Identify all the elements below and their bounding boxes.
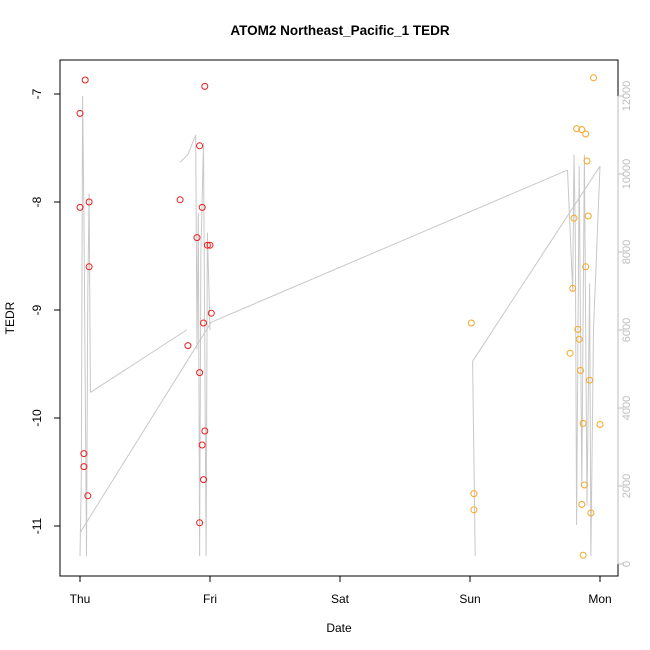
data-point-s0-15 — [206, 241, 214, 249]
altitude-line-segment-4 — [211, 169, 568, 323]
y-axis-right: 0 2000 4000 6000 8000 10000 12000 — [617, 81, 633, 567]
data-point-s1-9 — [577, 367, 584, 374]
data-point-s1-14 — [583, 157, 591, 165]
data-point-s0-13 — [201, 82, 209, 90]
data-point-s1-12 — [580, 481, 588, 489]
data-point-s0-9 — [184, 342, 192, 350]
data-point-s0-7 — [84, 492, 92, 500]
data-point-s1-1 — [470, 490, 478, 498]
data-point-s1-15 — [584, 212, 592, 220]
data-point-s0-18 — [196, 369, 204, 377]
data-point-s0-14 — [203, 241, 211, 249]
data-point-s1-7 — [574, 325, 582, 333]
data-point-s0-1 — [81, 76, 89, 84]
data-point-s0-3 — [76, 203, 84, 211]
data-point-s0-10 — [193, 234, 201, 242]
data-point-s1-4 — [569, 284, 577, 292]
altitude-line-segment-3 — [79, 321, 212, 534]
y-axis-left: -7 -8 -9 -10 -11 — [30, 88, 61, 534]
altitude-line-segment-5 — [472, 361, 476, 557]
x-tick-label: Mon — [588, 592, 611, 606]
data-point-s0-21 — [200, 476, 207, 484]
data-point-s0-19 — [198, 441, 206, 449]
y2-tick-label: 12000 — [621, 81, 633, 112]
data-point-s1-22 — [596, 421, 604, 428]
data-point-s0-0 — [76, 109, 84, 117]
data-point-s0-6 — [80, 463, 88, 471]
y-tick-label: -11 — [30, 517, 44, 534]
y-axis-title: TEDR — [3, 301, 17, 334]
data-point-s0-4 — [85, 263, 93, 271]
data-point-s0-20 — [201, 427, 209, 435]
x-tick-label: Sun — [459, 592, 480, 606]
altitude-line-segment-0 — [79, 95, 91, 557]
data-point-s1-6 — [573, 125, 581, 133]
data-point-s1-2 — [470, 506, 478, 514]
data-point-s1-11 — [579, 419, 587, 427]
x-axis: Thu Fri Sat Sun Mon — [70, 575, 612, 606]
data-point-s1-8 — [575, 335, 583, 343]
y2-tick-label: 0 — [621, 561, 633, 567]
chart-title: ATOM2 Northeast_Pacific_1 TEDR — [230, 23, 450, 38]
x-tick-label: Fri — [203, 592, 217, 606]
y-tick-label: -8 — [30, 196, 44, 207]
data-point-s1-20 — [582, 263, 590, 271]
data-point-s1-16 — [586, 376, 594, 384]
data-point-s0-22 — [196, 519, 204, 527]
data-point-s1-13 — [582, 130, 590, 138]
data-point-s1-5 — [570, 214, 578, 222]
x-axis-title: Date — [326, 621, 352, 635]
x-tick-label: Thu — [70, 592, 91, 606]
data-point-s0-16 — [200, 319, 207, 327]
data-point-s1-19 — [578, 500, 586, 508]
y-tick-label: -10 — [30, 409, 44, 427]
y2-tick-label: 2000 — [621, 474, 633, 498]
y2-tick-label: 10000 — [621, 159, 633, 190]
x-tick-label: Sat — [331, 592, 350, 606]
data-point-s0-17 — [207, 309, 215, 317]
altitude-line-layer — [79, 95, 601, 557]
y2-tick-label: 4000 — [621, 396, 633, 420]
data-point-s0-12 — [198, 203, 206, 211]
data-point-s1-3 — [566, 349, 574, 357]
data-point-s0-5 — [80, 450, 88, 458]
altitude-line-segment-2 — [179, 134, 211, 557]
data-points-layer — [76, 74, 604, 559]
data-point-s0-11 — [196, 142, 204, 150]
y-tick-label: -7 — [30, 88, 44, 99]
data-point-s1-18 — [590, 74, 597, 82]
data-point-s1-21 — [579, 551, 587, 559]
y-tick-label: -9 — [30, 304, 44, 315]
y2-tick-label: 6000 — [621, 318, 633, 342]
data-point-s1-0 — [467, 319, 475, 327]
data-point-s1-10 — [578, 126, 586, 134]
data-point-s1-17 — [587, 509, 595, 517]
data-point-s0-8 — [176, 196, 184, 204]
y2-tick-label: 8000 — [621, 240, 633, 264]
data-point-s0-2 — [85, 198, 93, 206]
altitude-line-segment-1 — [90, 329, 187, 393]
